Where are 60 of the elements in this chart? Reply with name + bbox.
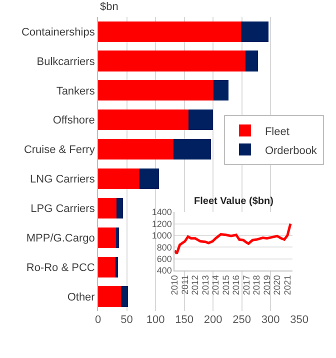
x-tick-label: 350	[290, 314, 308, 326]
x-tick-label: 2018	[252, 275, 262, 296]
bar	[98, 168, 140, 190]
x-tick-label: 2020	[272, 275, 282, 296]
bar	[98, 286, 122, 307]
line-series	[174, 222, 292, 255]
bar	[214, 80, 229, 101]
bar	[139, 168, 160, 190]
x-tick-label: 2017	[241, 275, 252, 296]
y-tick-label: MPP/G.Cargo	[26, 232, 95, 244]
bar	[98, 50, 246, 72]
y-tick-label: 1200	[152, 218, 172, 229]
bar	[98, 139, 174, 160]
bar	[98, 198, 116, 218]
x-tick-label: 300	[261, 314, 280, 326]
y-tick-label: Offshore	[52, 114, 95, 127]
y-tick-label: Tankers	[56, 85, 96, 98]
bar	[98, 227, 116, 248]
x-tick-label: 2019	[262, 275, 272, 296]
x-tick-label: 2013	[200, 275, 210, 296]
x-tick-label: 2014	[210, 275, 221, 296]
y-tick-label: 600	[156, 254, 172, 264]
chart-title: Fleet Value ($bn)	[194, 196, 274, 207]
x-tick-label: 50	[120, 314, 133, 326]
x-tick-label: 2016	[231, 275, 242, 296]
bar	[121, 286, 128, 307]
x-tick-label: 2011	[180, 275, 190, 294]
x-tick-label: 250	[232, 314, 251, 326]
legend-label: Orderbook	[264, 144, 318, 157]
bar	[116, 227, 119, 248]
x-tick-label: 150	[175, 314, 194, 326]
y-tick-label: Containerships	[21, 26, 96, 38]
y-tick-label: Ro-Ro & PCC	[26, 262, 95, 274]
y-tick-label: LNG Carriers	[30, 174, 96, 186]
x-tick-label: 100	[146, 314, 165, 326]
y-tick-label: 1000	[152, 230, 172, 241]
bar	[98, 256, 116, 278]
bar	[98, 110, 188, 130]
x-tick-label: 2012	[190, 275, 200, 296]
x-tick-label: 2021	[282, 275, 292, 296]
x-tick-label: 0	[94, 314, 102, 326]
bar	[98, 21, 242, 42]
y-tick-label: Bulkcarriers	[36, 56, 96, 68]
bar	[241, 21, 268, 42]
y-tick-label: Other	[67, 291, 96, 304]
y-tick-label: LPG Carriers	[30, 203, 96, 216]
y-tick-label: 400	[156, 266, 172, 276]
bar	[188, 110, 214, 130]
x-tick-label: 200	[204, 314, 222, 326]
bar	[245, 50, 258, 72]
y-tick-label: Cruise & Ferry	[24, 144, 96, 156]
y-tick-label: 800	[156, 242, 172, 252]
bar	[173, 139, 211, 160]
x-axis-title: $bn	[100, 1, 118, 13]
legend-label: Fleet	[264, 126, 290, 138]
x-tick-label: 2015	[220, 275, 231, 296]
bar	[98, 80, 214, 101]
y-tick-label: 1400	[152, 207, 172, 218]
bar	[116, 198, 123, 218]
x-tick-label: 2010	[170, 275, 180, 296]
